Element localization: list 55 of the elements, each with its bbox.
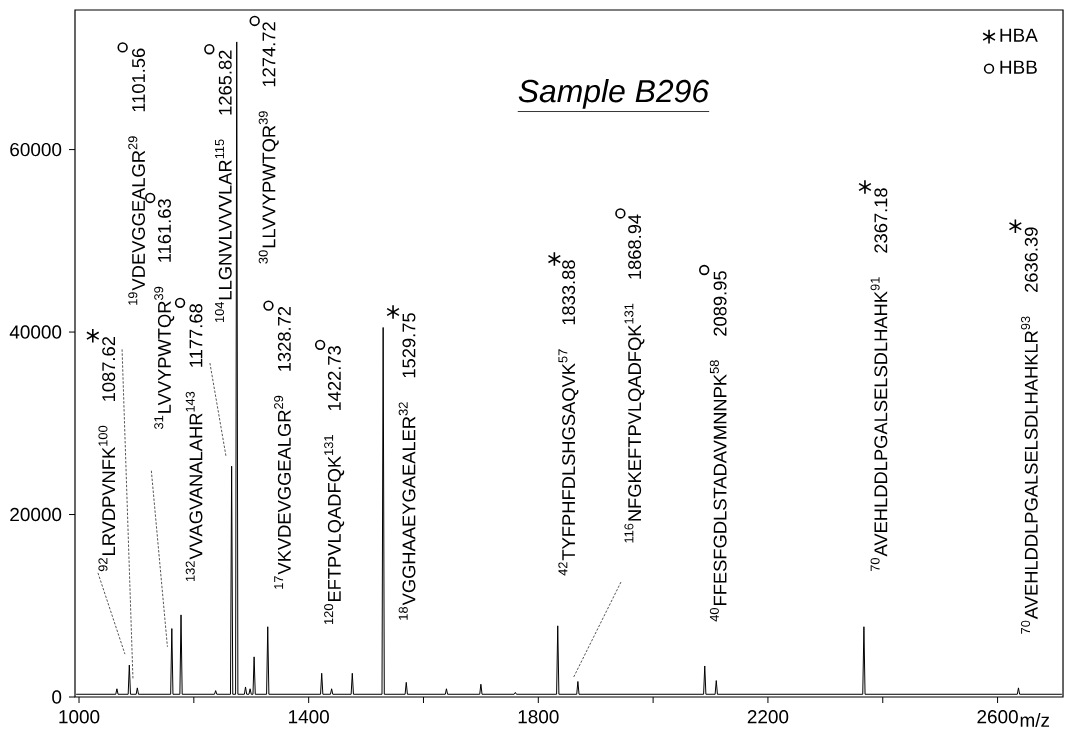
x-tick-label: 1800: [518, 710, 559, 724]
annotation: 2367.18: [874, 188, 888, 253]
annotation: $^{70}$AVEHLDDLPGALSELSDLHAHK$^{91}$: [870, 277, 888, 572]
annotation: $^{42}$TYFPHFDLSHGSAQVK$^{57}$: [558, 349, 579, 576]
annotation: $^{18}$VGGHAAEYGAEALER$^{32}$: [398, 402, 416, 620]
annotation: 1868.94: [628, 214, 642, 279]
x-tick-label: 2200: [747, 710, 789, 724]
annotation: 1087.62: [102, 337, 116, 401]
point: [547, 251, 562, 267]
x-tick-label: 2600: [977, 710, 1018, 724]
x-axis-title: m/z: [1020, 713, 1050, 727]
annotation: 2089.95: [713, 271, 727, 336]
annotation: 1274.72: [262, 22, 276, 87]
annotation: 1422.73: [327, 346, 341, 411]
point: [314, 339, 326, 351]
point: [386, 304, 400, 320]
annotation: $^{132}$VVAGVANALAHR$^{143}$: [185, 391, 203, 582]
point: [117, 42, 128, 53]
x-tick-label: 1000: [59, 710, 100, 724]
legend-label: HBA: [1000, 28, 1038, 42]
point: [145, 192, 156, 204]
annotation: 1833.88: [562, 260, 576, 325]
annotation: $^{120}$EFTPVLQADFQK$^{131}$: [324, 435, 345, 625]
annotation: $^{70}$AVEHLDDLPGALSELSDLHAHKLR$^{93}$: [1020, 316, 1038, 634]
annotation: $^{104}$LLGNVLVVVLAR$^{115}$: [214, 139, 232, 323]
annotation: 1328.72: [277, 306, 291, 371]
annotation: 1265.82: [218, 50, 232, 115]
annotation: $^{19}$VDEVGGEALGR$^{29}$: [128, 136, 146, 305]
annotation: 1529.75: [402, 313, 416, 378]
annotation: 2636.39: [1024, 227, 1038, 292]
point: [263, 300, 274, 311]
annotation: $^{30}$LLVVYPWTQR$^{39}$: [258, 111, 279, 264]
point: [204, 44, 215, 55]
y-tick-label: 60000: [10, 142, 62, 157]
x-tick-label: 1400: [289, 710, 329, 724]
point: [249, 15, 260, 27]
point: [699, 264, 710, 276]
annotation: $^{31}$LVVYPWTQR$^{39}$: [154, 286, 175, 430]
annotation: $^{40}$FFESFGDLSTADAVMNNPK$^{58}$: [709, 360, 727, 622]
annotation: $^{17}$VKVDEVGGEALGR$^{29}$: [274, 395, 291, 589]
annotation: 1177.68: [189, 304, 203, 367]
point: [86, 328, 100, 344]
annotation: $^{92}$LRVDPVNFK$^{100}$: [98, 425, 115, 572]
y-tick-label: 0: [52, 690, 62, 704]
point: [1008, 218, 1023, 234]
annotation: 1161.63: [157, 199, 171, 262]
point: [174, 297, 186, 309]
legend-label: HBB: [1000, 60, 1037, 74]
y-tick-label: 40000: [9, 325, 62, 339]
annotation: 1101.56: [132, 48, 146, 112]
text: Sample B296: [518, 79, 710, 109]
annotation: $^{116}$NFGKEFTPVLQADFQK$^{131}$: [624, 303, 645, 543]
point: [858, 179, 872, 195]
y-tick-label: 20000: [10, 507, 62, 522]
point: [615, 208, 626, 219]
